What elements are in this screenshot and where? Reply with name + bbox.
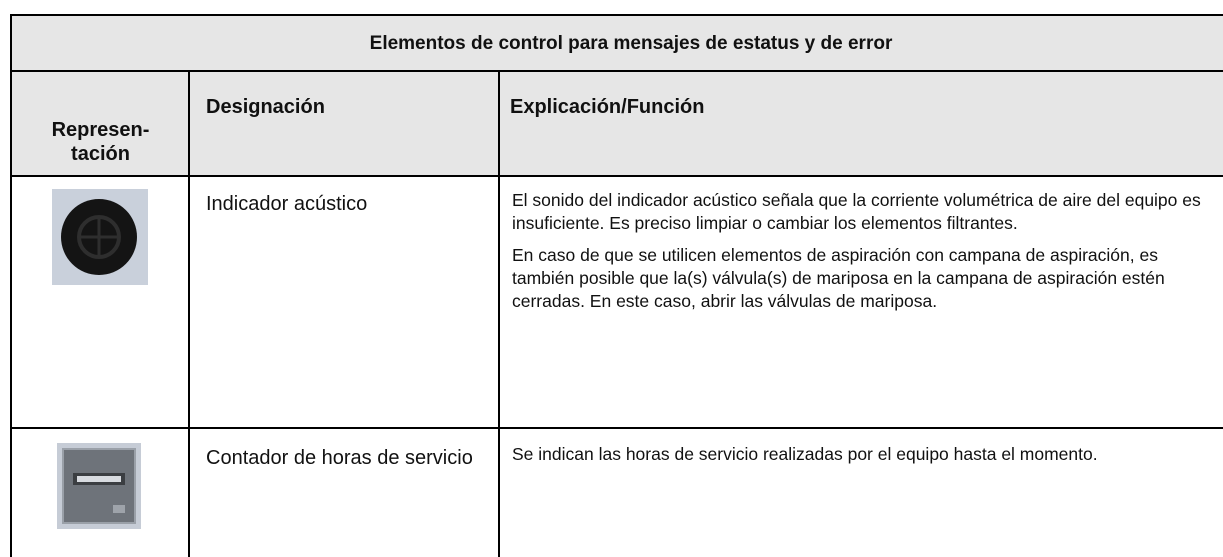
explanation-cell: El sonido del indicador acústico señala …	[498, 175, 1223, 428]
header-cell: Represen- tación	[10, 70, 189, 176]
designation-cell: Contador de horas de servicio	[188, 427, 499, 557]
column-header: Represen- tación	[51, 119, 150, 165]
buzzer-icon	[52, 189, 148, 285]
designation: Indicador acústico	[206, 193, 368, 215]
explanation-paragraph: Se indican las horas de servicio realiza…	[512, 444, 1098, 464]
designation: Contador de horas de servicio	[206, 447, 473, 469]
table-title: Elementos de control para mensajes de es…	[369, 33, 893, 54]
title-row: Elementos de control para mensajes de es…	[10, 14, 1223, 71]
hour-counter-icon	[57, 443, 141, 529]
column-header: Designación	[206, 96, 325, 118]
header-cell: Explicación/Función	[498, 70, 1223, 176]
image-cell	[10, 427, 189, 557]
column-header: Explicación/Función	[510, 96, 705, 118]
counter-digits	[77, 476, 121, 482]
counter-label	[113, 505, 125, 513]
page: {"header": {"title": "Elementos de contr…	[10, 14, 1223, 557]
explanation-paragraph: El sonido del indicador acústico señala …	[512, 190, 1201, 233]
explanation-paragraph: En caso de que se utilicen elementos de …	[512, 245, 1165, 311]
designation-cell: Indicador acústico	[188, 175, 499, 428]
header-cell: Designación	[188, 70, 499, 176]
image-cell	[10, 175, 189, 428]
explanation-cell: Se indican las horas de servicio realiza…	[498, 427, 1223, 557]
